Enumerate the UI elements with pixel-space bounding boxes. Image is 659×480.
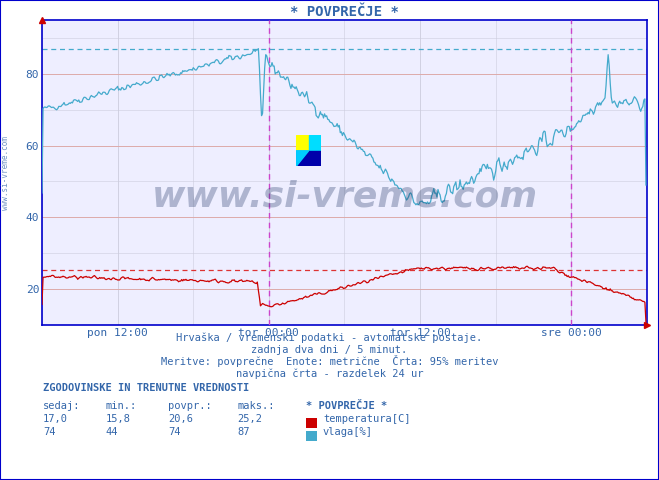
Text: vlaga[%]: vlaga[%] bbox=[323, 427, 373, 437]
Text: 17,0: 17,0 bbox=[43, 414, 68, 424]
Bar bbox=[296, 135, 308, 151]
Bar bbox=[308, 135, 321, 151]
Text: Hrvaška / vremenski podatki - avtomatske postaje.: Hrvaška / vremenski podatki - avtomatske… bbox=[177, 332, 482, 343]
Text: min.:: min.: bbox=[105, 401, 136, 411]
Text: povpr.:: povpr.: bbox=[168, 401, 212, 411]
Text: 15,8: 15,8 bbox=[105, 414, 130, 424]
Text: zadnja dva dni / 5 minut.: zadnja dva dni / 5 minut. bbox=[251, 345, 408, 355]
Text: Meritve: povprečne  Enote: metrične  Črta: 95% meritev: Meritve: povprečne Enote: metrične Črta:… bbox=[161, 355, 498, 367]
Polygon shape bbox=[296, 151, 308, 167]
Text: 87: 87 bbox=[237, 427, 250, 437]
Text: temperatura[C]: temperatura[C] bbox=[323, 414, 411, 424]
Title: * POVPREČJE *: * POVPREČJE * bbox=[290, 5, 399, 19]
Text: 25,2: 25,2 bbox=[237, 414, 262, 424]
Text: 20,6: 20,6 bbox=[168, 414, 193, 424]
Polygon shape bbox=[296, 151, 321, 167]
Text: navpična črta - razdelek 24 ur: navpična črta - razdelek 24 ur bbox=[236, 368, 423, 379]
Text: maks.:: maks.: bbox=[237, 401, 275, 411]
Text: www.si-vreme.com: www.si-vreme.com bbox=[152, 180, 538, 214]
Text: ZGODOVINSKE IN TRENUTNE VREDNOSTI: ZGODOVINSKE IN TRENUTNE VREDNOSTI bbox=[43, 383, 249, 393]
Text: 44: 44 bbox=[105, 427, 118, 437]
Text: 74: 74 bbox=[168, 427, 181, 437]
Text: 74: 74 bbox=[43, 427, 55, 437]
Text: * POVPREČJE *: * POVPREČJE * bbox=[306, 401, 387, 411]
Text: sedaj:: sedaj: bbox=[43, 401, 80, 411]
Text: www.si-vreme.com: www.si-vreme.com bbox=[1, 135, 10, 209]
